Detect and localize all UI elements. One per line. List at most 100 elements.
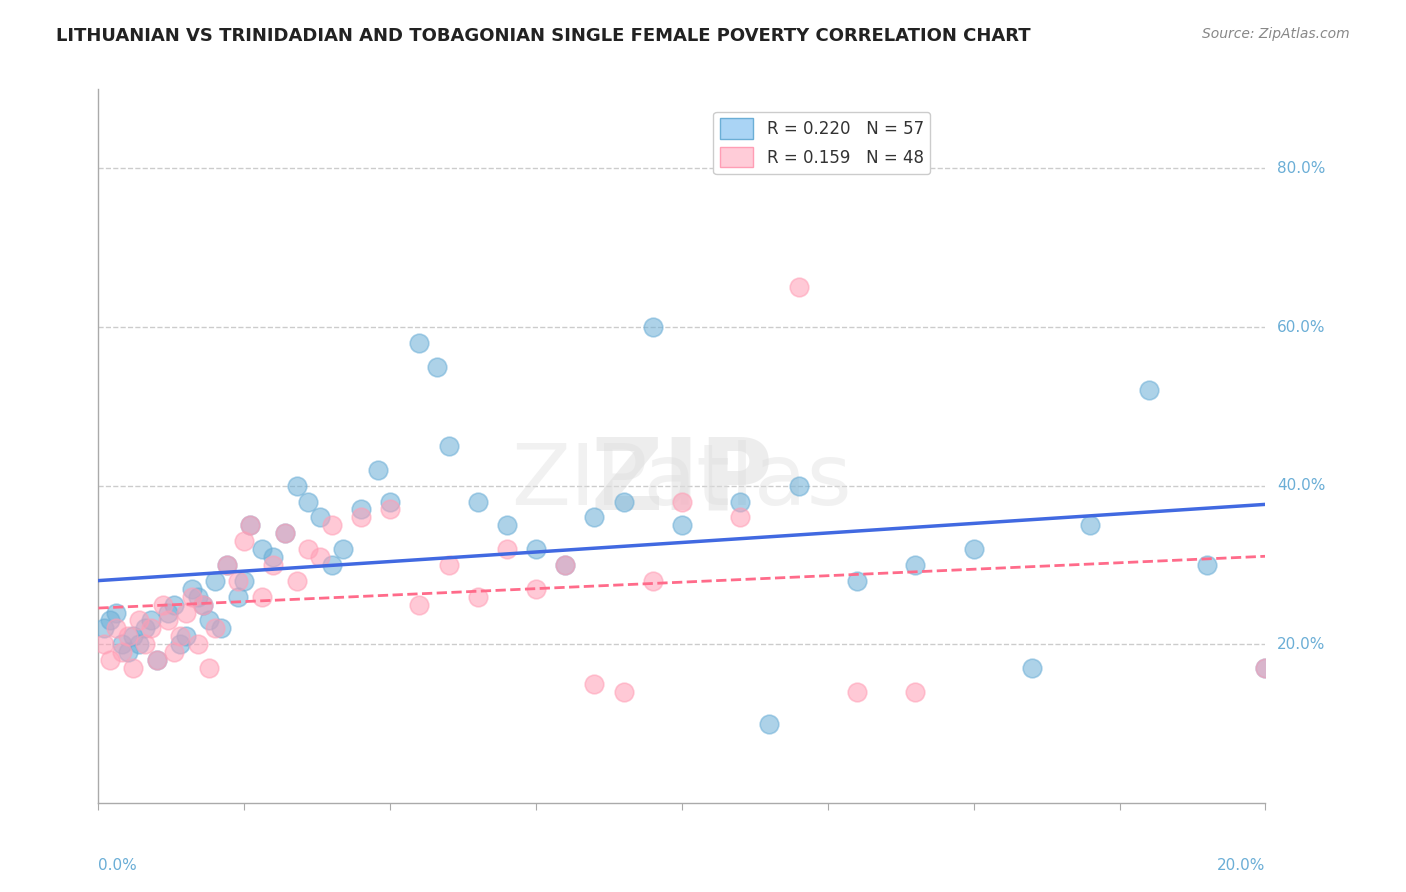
Point	[380, 494, 402, 508]
Point	[904, 558, 927, 572]
Point	[93, 637, 115, 651]
Point	[163, 598, 186, 612]
Point	[146, 653, 169, 667]
Point	[209, 621, 232, 635]
Point	[350, 502, 373, 516]
Point	[215, 558, 238, 572]
Point	[262, 558, 284, 572]
Point	[134, 621, 156, 635]
Point	[437, 439, 460, 453]
Point	[198, 661, 221, 675]
Point	[583, 510, 606, 524]
Point	[467, 590, 489, 604]
Point	[139, 621, 162, 635]
Text: 20.0%: 20.0%	[1277, 637, 1326, 652]
Point	[285, 478, 308, 492]
Point	[128, 637, 150, 651]
Point	[274, 526, 297, 541]
Point	[233, 534, 256, 549]
Point	[367, 463, 389, 477]
Point	[1254, 661, 1277, 675]
Point	[332, 542, 354, 557]
Point	[309, 549, 332, 564]
Point	[174, 606, 197, 620]
Point	[787, 280, 810, 294]
Text: ZIPatlas: ZIPatlas	[512, 440, 852, 524]
Point	[274, 526, 297, 541]
Point	[157, 606, 180, 620]
Point	[554, 558, 576, 572]
Point	[524, 542, 547, 557]
Point	[187, 637, 209, 651]
Point	[93, 621, 115, 635]
Text: 60.0%: 60.0%	[1277, 319, 1326, 334]
Point	[846, 574, 869, 588]
Point	[204, 574, 226, 588]
Point	[250, 590, 273, 604]
Point	[169, 637, 191, 651]
Point	[193, 598, 215, 612]
Point	[1195, 558, 1218, 572]
Point	[98, 653, 121, 667]
Point	[198, 614, 221, 628]
Point	[193, 598, 215, 612]
Point	[250, 542, 273, 557]
Point	[297, 494, 319, 508]
Text: 40.0%: 40.0%	[1277, 478, 1326, 493]
Point	[146, 653, 169, 667]
Point	[671, 494, 693, 508]
Point	[846, 685, 869, 699]
Point	[262, 549, 284, 564]
Point	[122, 629, 145, 643]
Text: LITHUANIAN VS TRINIDADIAN AND TOBAGONIAN SINGLE FEMALE POVERTY CORRELATION CHART: LITHUANIAN VS TRINIDADIAN AND TOBAGONIAN…	[56, 27, 1031, 45]
Point	[174, 629, 197, 643]
Point	[128, 614, 150, 628]
Point	[117, 645, 139, 659]
Text: 0.0%: 0.0%	[98, 858, 138, 873]
Point	[1254, 661, 1277, 675]
Point	[233, 574, 256, 588]
Point	[612, 685, 634, 699]
Point	[215, 558, 238, 572]
Point	[671, 518, 693, 533]
Point	[904, 685, 927, 699]
Point	[117, 629, 139, 643]
Text: 80.0%: 80.0%	[1277, 161, 1326, 176]
Point	[309, 510, 332, 524]
Point	[1021, 661, 1043, 675]
Point	[321, 558, 343, 572]
Point	[730, 494, 752, 508]
Point	[111, 645, 134, 659]
Point	[554, 558, 576, 572]
Point	[157, 614, 180, 628]
Point	[524, 582, 547, 596]
Point	[496, 542, 519, 557]
Point	[122, 661, 145, 675]
Point	[98, 614, 121, 628]
Point	[111, 637, 134, 651]
Point	[169, 629, 191, 643]
Point	[228, 574, 250, 588]
Point	[180, 582, 202, 596]
Point	[641, 320, 664, 334]
Point	[962, 542, 984, 557]
Point	[1080, 518, 1102, 533]
Point	[426, 359, 449, 374]
Point	[408, 335, 430, 350]
Point	[163, 645, 186, 659]
Point	[758, 716, 780, 731]
Point	[297, 542, 319, 557]
Point	[496, 518, 519, 533]
Point	[350, 510, 373, 524]
Point	[152, 598, 174, 612]
Point	[187, 590, 209, 604]
Point	[408, 598, 430, 612]
Legend: R = 0.220   N = 57, R = 0.159   N = 48: R = 0.220 N = 57, R = 0.159 N = 48	[713, 112, 931, 174]
Point	[239, 518, 262, 533]
Point	[180, 590, 202, 604]
Point	[139, 614, 162, 628]
Text: 20.0%: 20.0%	[1218, 858, 1265, 873]
Point	[134, 637, 156, 651]
Point	[204, 621, 226, 635]
Point	[787, 478, 810, 492]
